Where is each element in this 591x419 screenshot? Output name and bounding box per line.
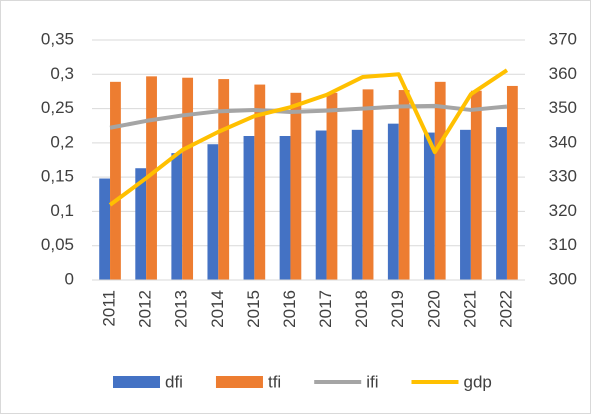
bar xyxy=(496,127,507,280)
y2-tick-label: 360 xyxy=(549,64,577,83)
x-tick-label: 2018 xyxy=(352,290,371,328)
bar xyxy=(182,77,194,280)
y-tick-label: 0,25 xyxy=(41,98,74,117)
y-tick-label: 0,3 xyxy=(50,64,74,83)
x-tick-label: 2014 xyxy=(208,290,227,328)
legend-label: dfi xyxy=(165,372,183,391)
line xyxy=(108,68,509,207)
bar xyxy=(279,136,291,280)
y2-tick-label: 330 xyxy=(549,167,577,186)
y2-tick-label: 300 xyxy=(549,269,577,288)
bar xyxy=(315,130,327,280)
bar xyxy=(398,90,410,280)
bar xyxy=(470,90,482,280)
x-tick-label: 2019 xyxy=(388,290,407,328)
y-tick-label: 0,05 xyxy=(41,235,74,254)
bar xyxy=(387,123,399,281)
bar xyxy=(218,79,230,280)
x-tick-label: 2012 xyxy=(136,290,155,328)
bar xyxy=(434,81,446,280)
x-tick-label: 2020 xyxy=(424,290,443,328)
legend-label: gdp xyxy=(463,372,491,391)
bar xyxy=(423,132,435,280)
legend-label: tfi xyxy=(268,372,281,391)
y-tick-label: 0,1 xyxy=(50,201,74,220)
bar xyxy=(326,92,338,280)
bar xyxy=(146,76,157,280)
bar xyxy=(460,129,471,280)
bar xyxy=(506,85,518,280)
bar xyxy=(362,89,374,280)
y2-tick-label: 350 xyxy=(549,98,577,117)
x-tick-label: 2016 xyxy=(280,290,299,328)
y-tick-label: 0,2 xyxy=(50,132,74,151)
x-tick-label: 2017 xyxy=(316,290,335,328)
x-tick-label: 2011 xyxy=(100,290,119,327)
legend-label: ifi xyxy=(366,372,378,391)
bar xyxy=(110,81,121,280)
y2-tick-label: 340 xyxy=(549,132,577,151)
line xyxy=(109,103,508,130)
bar xyxy=(207,144,219,280)
y2-tick-label: 310 xyxy=(549,235,577,254)
y-tick-label: 0,15 xyxy=(41,167,74,186)
bar xyxy=(243,136,255,280)
bar xyxy=(99,178,111,280)
legend-swatch xyxy=(215,376,263,388)
y-tick-label: 0 xyxy=(65,269,74,288)
y-tick-label: 0,35 xyxy=(41,29,74,48)
legend-swatch xyxy=(113,376,160,388)
bar xyxy=(254,84,266,280)
x-tick-label: 2015 xyxy=(244,290,263,328)
y2-tick-label: 370 xyxy=(549,29,577,48)
bar xyxy=(171,153,183,280)
bar xyxy=(290,92,302,280)
bar xyxy=(135,168,147,280)
x-tick-label: 2022 xyxy=(496,290,515,328)
y2-tick-label: 320 xyxy=(549,201,577,220)
bar xyxy=(351,129,363,280)
x-tick-label: 2013 xyxy=(172,290,191,328)
x-tick-label: 2021 xyxy=(460,290,479,328)
